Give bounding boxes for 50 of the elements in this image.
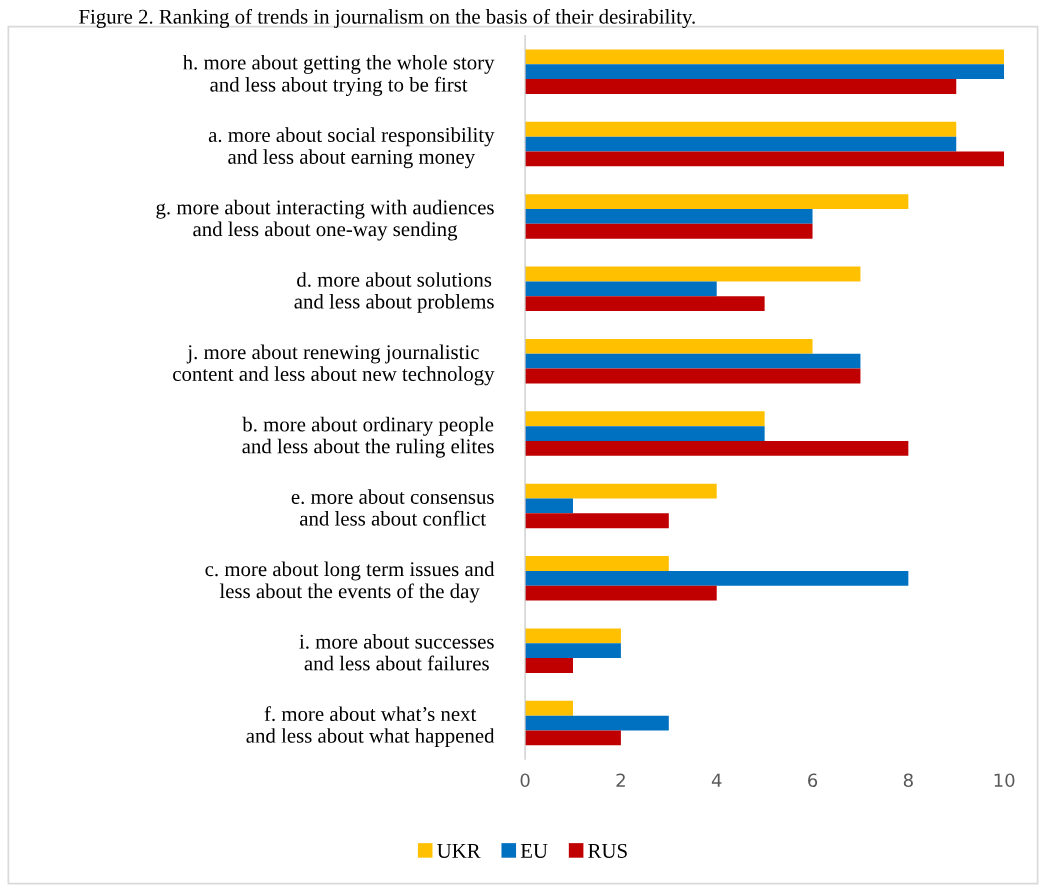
bar: [525, 643, 621, 659]
x-tick-label: 8: [903, 773, 913, 788]
bar: [525, 79, 957, 94]
x-tick-label: 10: [994, 773, 1015, 788]
y-tick-label: c. more about long term issues and less about the events of the day: [205, 561, 495, 603]
x-tick-label: 0: [520, 773, 530, 788]
bar: [525, 223, 813, 239]
legend-label: UKR: [437, 844, 481, 858]
x-tick-label: 2: [616, 773, 625, 787]
y-tick-label: a. more about social responsibility and less about earning money: [208, 127, 495, 169]
y-tick-label: e. more about consensus and less about conflict: [291, 489, 494, 526]
bar: [525, 440, 909, 456]
y-tick-label: f. more about what’s next and less about what happened: [246, 706, 495, 748]
y-tick-label: i. more about successes and less about failures: [299, 634, 494, 671]
bar: [525, 151, 1005, 167]
bar: [525, 121, 957, 137]
bar: [525, 730, 621, 746]
bar: [525, 338, 813, 354]
y-tick-label: j. more about renewing journalistic content and less about new technology: [173, 344, 495, 386]
bar: [525, 585, 717, 601]
chart-title: Figure 2. Ranking of trends in journalism on the basis of their desirability.: [79, 8, 695, 29]
x-tick-label: 6: [808, 773, 818, 788]
bar: [525, 513, 669, 529]
bar: [525, 209, 813, 224]
bar: [525, 266, 861, 282]
bar: [525, 411, 765, 427]
legend-label: RUS: [588, 843, 627, 858]
bar: [525, 556, 669, 571]
bar: [525, 426, 765, 441]
x-tick-label: 4: [711, 773, 722, 787]
bar: [525, 194, 909, 210]
bar: [525, 498, 573, 514]
bar: [525, 700, 573, 716]
bar: [525, 715, 669, 731]
y-tick-label: h. more about getting the whole story and less about trying to be first: [182, 54, 495, 96]
bar: [525, 628, 621, 644]
y-tick-label: g. more about interacting with audiences and less about one-way sending: [156, 199, 494, 241]
bar: [525, 368, 861, 384]
bar: [525, 296, 765, 312]
bar: [525, 658, 573, 673]
legend-label: EU: [520, 844, 548, 858]
bar: [525, 353, 861, 369]
bar: [525, 483, 717, 499]
y-tick-label: d. more about solutions and less about problems: [294, 272, 494, 313]
bar: [525, 281, 717, 297]
bar: [525, 570, 909, 586]
bar: [525, 64, 1005, 80]
bar: [525, 136, 957, 152]
bar: [525, 49, 1005, 65]
y-tick-label: b. more about ordinary people and less about the ruling elites: [242, 416, 494, 458]
